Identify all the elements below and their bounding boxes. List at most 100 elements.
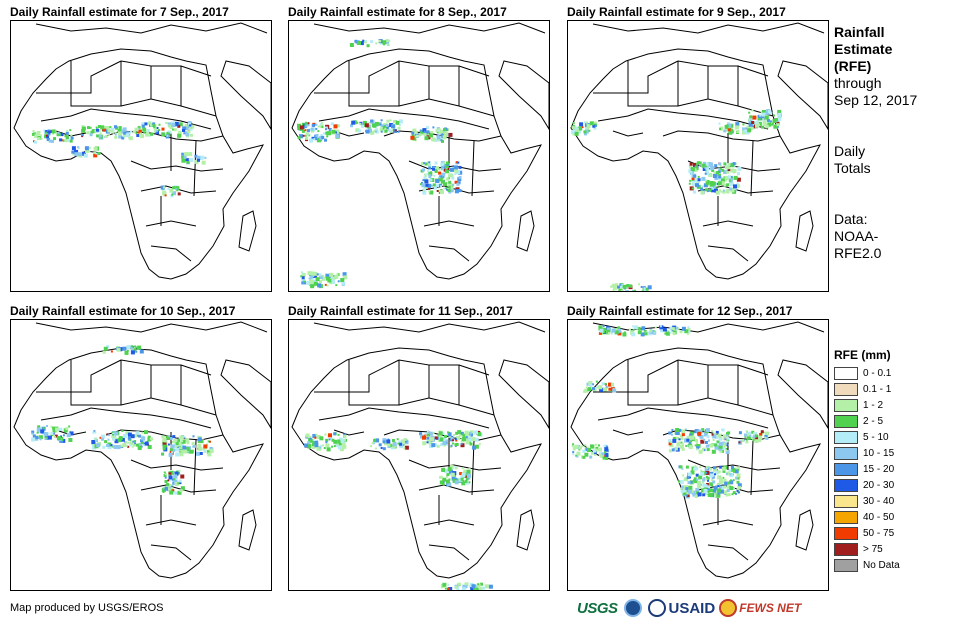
rainfall-cell	[702, 478, 706, 482]
rainfall-cell	[181, 152, 185, 156]
rainfall-cell	[431, 137, 436, 142]
rainfall-cell	[164, 440, 168, 444]
rainfall-cell	[43, 432, 48, 436]
rainfall-cell	[92, 443, 96, 447]
rainfall-cell	[707, 466, 710, 469]
rainfall-cell	[325, 438, 329, 442]
rainfall-cell	[185, 447, 190, 451]
rainfall-cell	[387, 43, 390, 46]
rainfall-cell	[693, 190, 697, 194]
rainfall-cell	[760, 430, 764, 434]
rainfall-cell	[604, 447, 609, 452]
rainfall-cell	[52, 428, 57, 433]
rainfall-cell	[675, 428, 680, 432]
rainfall-cell	[311, 271, 316, 276]
rainfall-cell	[702, 493, 706, 497]
rainfall-cell	[727, 123, 732, 128]
rainfall-cell	[455, 161, 458, 164]
country-border	[612, 429, 644, 436]
rainfall-cell	[398, 442, 402, 446]
rainfall-cell	[727, 163, 731, 166]
rainfall-cell	[148, 121, 152, 125]
rainfall-cell	[572, 453, 575, 456]
rainfall-cell	[433, 186, 437, 190]
rainfall-cell	[688, 442, 691, 444]
rainfall-cell	[711, 433, 714, 436]
rainfall-cell	[104, 440, 108, 444]
rainfall-cell	[706, 476, 710, 480]
rainfall-cell	[169, 188, 174, 193]
rainfall-cell	[582, 455, 586, 459]
rainfall-cell	[98, 125, 101, 128]
rainfall-cell	[461, 473, 466, 478]
rainfall-cell	[712, 443, 716, 447]
rainfall-cell	[64, 134, 68, 138]
map-canvas	[291, 321, 549, 590]
rainfall-cell	[694, 439, 698, 442]
rainfall-cell	[419, 432, 423, 436]
rainfall-cell	[591, 387, 595, 391]
rainfall-cell	[177, 130, 182, 135]
rainfall-cell	[188, 152, 193, 157]
rainfall-cell	[604, 451, 607, 454]
rainfall-cell	[637, 327, 641, 330]
rainfall-cell	[60, 435, 62, 438]
rainfall-cell	[424, 136, 429, 141]
rainfall-cell	[188, 451, 191, 454]
rainfall-cell	[123, 433, 127, 438]
rainfall-cell	[423, 187, 427, 191]
country-border	[70, 61, 122, 107]
rainfall-cell	[331, 445, 334, 448]
rainfall-cell	[482, 586, 486, 590]
country-border	[105, 429, 224, 441]
rainfall-cell	[713, 171, 717, 175]
rainfall-cell	[313, 441, 316, 444]
rainfall-cell	[116, 445, 121, 450]
madagascar-coastline	[238, 509, 257, 551]
rainfall-cell	[324, 433, 327, 436]
rainfall-cell	[194, 154, 198, 158]
rainfall-cell	[718, 162, 722, 166]
rainfall-cell	[704, 172, 707, 175]
rainfall-cell	[728, 469, 732, 473]
rainfall-cell	[686, 332, 689, 335]
country-border	[333, 429, 365, 436]
rainfall-cell	[729, 479, 732, 482]
rainfall-cell	[443, 161, 446, 164]
country-border	[408, 459, 502, 471]
legend-label: 0 - 0.1	[863, 367, 892, 379]
rainfall-cell	[589, 455, 593, 459]
rainfall-cell	[36, 131, 41, 135]
rainfall-cell	[689, 162, 693, 166]
rainfall-cell	[116, 347, 121, 352]
rainfall-cell	[444, 434, 447, 438]
rainfall-cell	[728, 169, 731, 172]
rainfall-cell	[103, 128, 107, 132]
rainfall-cell	[764, 124, 767, 127]
rainfall-cell	[152, 124, 156, 128]
rainfall-cell	[463, 469, 468, 474]
rainfall-cell	[468, 467, 471, 470]
legend-swatch	[834, 382, 858, 396]
rainfall-cell	[107, 438, 110, 441]
rainfall-cell	[706, 167, 710, 171]
rainfall-cell	[315, 277, 320, 282]
country-border	[348, 360, 400, 406]
rainfall-cell	[692, 492, 697, 497]
rainfall-cell	[204, 156, 207, 159]
rainfall-cell	[95, 439, 98, 442]
country-border	[627, 360, 679, 406]
rainfall-cell	[678, 428, 682, 432]
rainfall-cell	[447, 482, 452, 487]
rainfall-cell	[602, 325, 605, 328]
legend-label: No Data	[863, 559, 900, 571]
rainfall-cell	[724, 124, 729, 129]
madagascar-coastline	[795, 509, 814, 551]
rainfall-cell	[752, 125, 756, 129]
rainfall-cell	[611, 382, 614, 386]
rainfall-cell	[638, 283, 640, 286]
rainfall-cell	[718, 177, 723, 182]
rainfall-cell	[78, 152, 82, 156]
rainfall-cell	[685, 487, 689, 491]
rainfall-cell	[328, 129, 331, 131]
